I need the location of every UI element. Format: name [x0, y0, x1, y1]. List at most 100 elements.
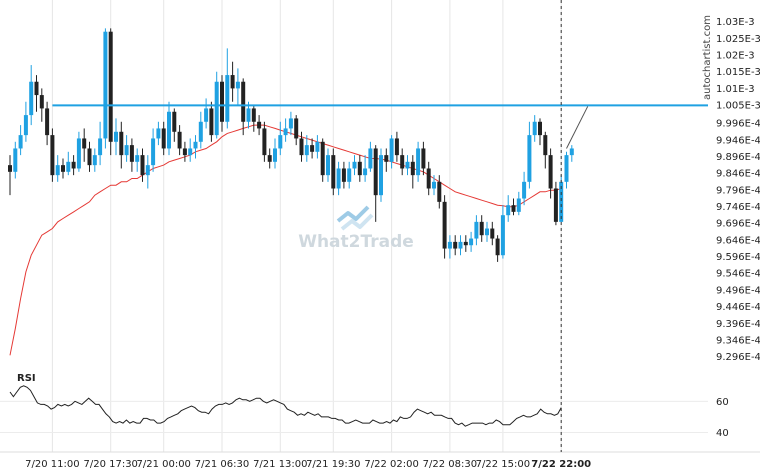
- y-tick-label: 1.01E-3: [716, 84, 755, 95]
- candle: [357, 155, 362, 182]
- rsi-y-tick-label: 40: [716, 428, 729, 439]
- candle-body: [368, 148, 373, 169]
- candle: [352, 155, 357, 176]
- candle-body: [426, 168, 431, 189]
- candle: [124, 135, 129, 162]
- candle: [278, 121, 283, 156]
- candle: [182, 141, 187, 162]
- candle: [336, 161, 341, 196]
- candle-body: [129, 145, 134, 162]
- x-tick-label: 7/22 22:00: [531, 459, 591, 470]
- candle: [262, 121, 267, 162]
- candle-body: [246, 108, 251, 122]
- candle: [463, 235, 468, 252]
- y-tick-label: 1.02E-3: [716, 51, 755, 62]
- candle: [273, 138, 277, 169]
- candle-body: [394, 138, 399, 156]
- candle-body: [543, 135, 548, 156]
- candle-body: [209, 108, 214, 136]
- y-tick-label: 1.005E-3: [716, 101, 760, 112]
- candle: [39, 88, 44, 122]
- candle-body: [283, 128, 288, 136]
- candle: [119, 121, 124, 169]
- candle: [29, 65, 34, 126]
- y-tick-label: 9.496E-4: [716, 285, 760, 296]
- candle: [294, 115, 299, 146]
- y-tick-label: 1.015E-3: [716, 67, 760, 78]
- candle-body: [124, 145, 129, 156]
- candle: [299, 131, 304, 162]
- x-tick-label: 7/21 00:00: [136, 459, 190, 470]
- autochartist-watermark: autochartist.com: [702, 15, 713, 100]
- candle-body: [564, 155, 569, 182]
- rsi-title: RSI: [17, 373, 36, 384]
- candle-body: [204, 108, 209, 122]
- candle: [538, 118, 542, 146]
- candle: [341, 161, 346, 189]
- candle-body: [262, 128, 267, 156]
- y-tick-label: 9.796E-4: [716, 185, 760, 196]
- candle: [161, 121, 166, 156]
- candle: [220, 75, 224, 132]
- candle: [389, 135, 394, 169]
- candle: [50, 128, 55, 182]
- candle-body: [553, 188, 558, 222]
- candle-body: [18, 135, 23, 149]
- candle: [394, 131, 399, 162]
- candle: [225, 48, 230, 129]
- candle: [209, 101, 214, 142]
- candle: [479, 215, 484, 242]
- candle: [66, 151, 71, 176]
- candle-body: [347, 168, 352, 182]
- candle-body: [500, 215, 505, 256]
- x-tick-label: 7/21 19:30: [306, 459, 360, 470]
- candle-body: [167, 111, 171, 149]
- candle-body: [336, 168, 341, 189]
- candle: [251, 105, 256, 132]
- candle-body: [379, 155, 383, 196]
- candle-body: [304, 145, 309, 156]
- candle-body: [495, 238, 500, 256]
- candle: [267, 148, 272, 169]
- candle: [564, 151, 569, 189]
- candle-body: [156, 128, 161, 139]
- candle-body: [177, 131, 182, 149]
- candle-body: [341, 168, 346, 182]
- candle-body: [389, 138, 394, 162]
- candle: [485, 221, 489, 242]
- candle-body: [400, 155, 405, 169]
- candle-body: [114, 131, 118, 142]
- candle-body: [522, 181, 527, 199]
- candle: [522, 171, 527, 206]
- candle: [257, 115, 262, 136]
- candle: [569, 145, 574, 162]
- candle-body: [331, 155, 336, 189]
- candle: [511, 198, 516, 216]
- price-y-axis: 1.03E-3 1.025E-3 1.02E-3 1.015E-3 1.01E-3 1.0…: [716, 17, 760, 363]
- candle-body: [299, 138, 304, 156]
- candle: [437, 175, 442, 209]
- candle: [151, 128, 156, 172]
- candle: [453, 235, 458, 256]
- candle: [108, 28, 113, 156]
- candle-body: [82, 138, 87, 149]
- candle-body: [45, 108, 50, 136]
- candle-body: [151, 138, 156, 166]
- candle: [172, 108, 177, 142]
- candle: [230, 61, 235, 102]
- candle: [23, 101, 28, 142]
- y-tick-label: 9.446E-4: [716, 302, 760, 313]
- candle: [13, 141, 18, 179]
- candle-body: [161, 128, 166, 149]
- candle-body: [214, 81, 219, 136]
- candle: [432, 175, 436, 196]
- what2trade-logo: What2Trade: [298, 205, 414, 252]
- candle-body: [235, 81, 240, 89]
- candle-body: [13, 148, 18, 172]
- candle-body: [310, 145, 315, 152]
- y-tick-label: 9.996E-4: [716, 119, 760, 130]
- candle: [543, 131, 548, 169]
- candle-body: [241, 81, 246, 122]
- y-tick-label: 9.846E-4: [716, 169, 760, 180]
